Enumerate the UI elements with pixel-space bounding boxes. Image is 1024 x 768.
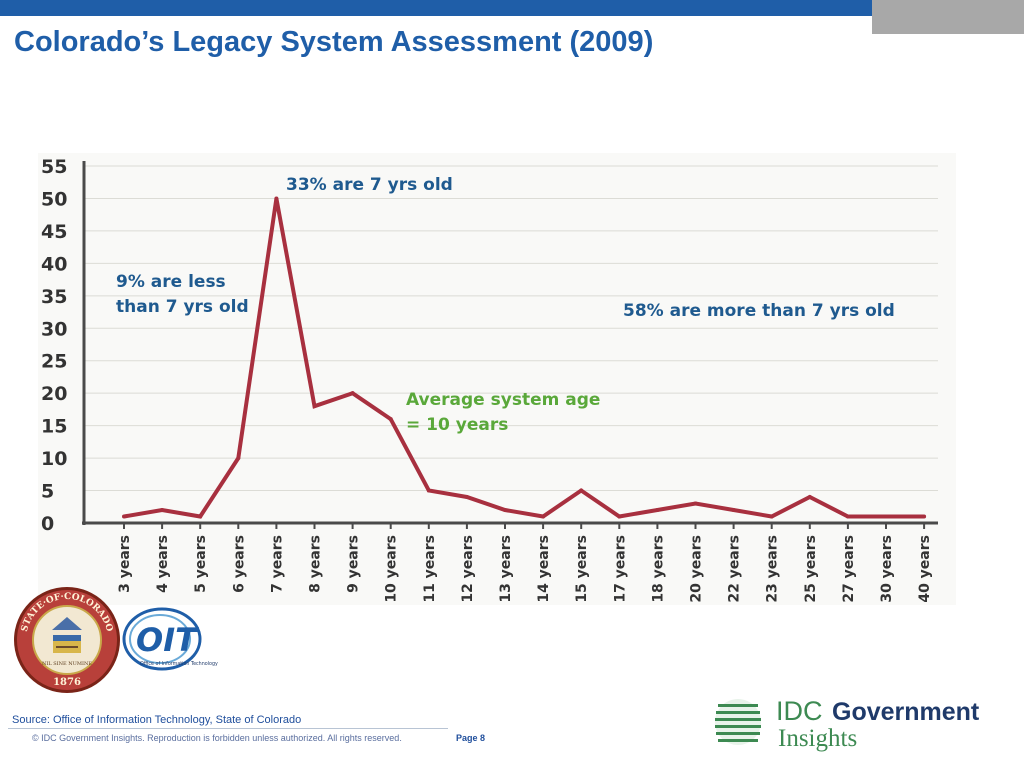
copyright-notice: © IDC Government Insights. Reproduction … — [32, 733, 402, 743]
x-tick-label: 23 years — [765, 535, 781, 603]
grid-layer — [84, 165, 938, 492]
oit-logo: OIT Office of Information Technology — [122, 607, 218, 671]
footer-divider — [8, 728, 448, 729]
x-tick-label: 9 years — [346, 535, 362, 593]
data-point — [655, 508, 660, 513]
series-layer — [122, 196, 927, 519]
x-tick-label: 11 years — [422, 535, 438, 603]
slide-title: Colorado’s Legacy System Assessment (200… — [14, 26, 654, 58]
x-tick-label: 7 years — [269, 535, 285, 593]
data-point — [769, 514, 774, 519]
y-tick-label: 5 — [41, 481, 54, 503]
y-tick-label: 45 — [41, 221, 67, 243]
data-point — [198, 514, 203, 519]
annotation-peak: 33% are 7 yrs old — [286, 175, 453, 195]
x-tick-label: 20 years — [689, 535, 705, 603]
x-tick-label: 14 years — [536, 535, 552, 603]
x-tick-label: 10 years — [384, 535, 400, 603]
data-point — [617, 514, 622, 519]
data-point — [350, 391, 355, 396]
idc-government-insights-logo: IDC Government Insights — [715, 696, 980, 752]
annotation-average-line2: = 10 years — [406, 415, 508, 435]
data-point — [274, 196, 279, 201]
colorado-seal-logo: STATE·OF·COLORADO NIL SINE NUMINE 1876 — [14, 587, 120, 693]
x-tick-labels: 3 years 4 years 5 years 6 years 7 years 8 yea… — [117, 535, 933, 603]
data-point — [922, 514, 927, 519]
x-tick-label: 27 years — [841, 535, 857, 603]
x-tick-label: 17 years — [612, 535, 628, 603]
x-tick-label: 5 years — [193, 535, 209, 593]
y-tick-label: 20 — [41, 383, 67, 405]
y-tick-label: 30 — [41, 318, 67, 340]
y-tick-labels: 0 5 10 15 20 25 30 35 40 45 50 55 — [41, 156, 67, 535]
idc-insights-word: Insights — [778, 725, 857, 752]
x-tick-label: 3 years — [117, 535, 133, 593]
axis-layer — [82, 161, 938, 529]
seal-year: 1876 — [53, 677, 81, 688]
x-tick-label: 40 years — [917, 535, 933, 603]
x-tick-label: 30 years — [879, 535, 895, 603]
data-point — [579, 488, 584, 493]
idc-wordmark: IDC — [776, 696, 823, 726]
data-point — [312, 404, 317, 409]
x-tick-label: 25 years — [803, 535, 819, 603]
annotation-average-line1: Average system age — [406, 390, 600, 410]
data-point — [807, 495, 812, 500]
x-tick-label: 4 years — [155, 535, 171, 593]
annotation-less-line1: 9% are less — [116, 272, 226, 292]
y-tick-label: 50 — [41, 188, 67, 210]
idc-globe-icon — [715, 699, 761, 745]
seal-motto: NIL SINE NUMINE — [42, 661, 92, 667]
data-point — [236, 456, 241, 461]
source-note: Source: Office of Information Technology… — [12, 714, 302, 726]
y-tick-label: 35 — [41, 286, 67, 308]
line-chart: 0 5 10 15 20 25 30 35 40 45 50 55 3 years 4 years 5 y… — [41, 156, 938, 603]
y-tick-label: 10 — [41, 448, 67, 470]
data-point — [388, 417, 393, 422]
data-point — [160, 508, 165, 513]
page-number: Page 8 — [456, 733, 486, 743]
x-tick-label: 22 years — [727, 535, 743, 603]
y-tick-label: 25 — [41, 351, 67, 373]
data-point — [693, 501, 698, 506]
idc-government-word: Government — [832, 698, 980, 726]
y-tick-label: 40 — [41, 253, 67, 275]
oit-caption: Office of Information Technology — [140, 661, 218, 667]
y-tick-label: 0 — [41, 513, 54, 535]
data-point — [426, 488, 431, 493]
data-point — [464, 495, 469, 500]
x-tick-label: 6 years — [231, 535, 247, 593]
y-tick-label: 15 — [41, 416, 67, 438]
data-point — [122, 514, 126, 519]
data-point — [884, 514, 888, 519]
y-tick-label: 55 — [41, 156, 67, 178]
annotation-more: 58% are more than 7 yrs old — [623, 301, 895, 321]
data-point — [503, 508, 507, 513]
top-banner-bar — [0, 0, 872, 16]
oit-mark: OIT — [136, 621, 199, 659]
series-line — [123, 198, 925, 519]
x-tick-label: 12 years — [460, 535, 476, 603]
x-tick-label: 13 years — [498, 535, 514, 603]
data-point — [845, 514, 850, 519]
x-tick-label: 8 years — [308, 535, 324, 593]
annotation-less-line2: than 7 yrs old — [116, 297, 249, 317]
x-tick-label: 15 years — [574, 535, 590, 603]
data-point — [731, 508, 736, 513]
chart-panel: 0 5 10 15 20 25 30 35 40 45 50 55 3 years 4 years 5 y… — [38, 153, 956, 605]
data-point — [541, 514, 546, 519]
x-tick-label: 18 years — [650, 535, 666, 603]
top-corner-block — [872, 0, 1024, 34]
